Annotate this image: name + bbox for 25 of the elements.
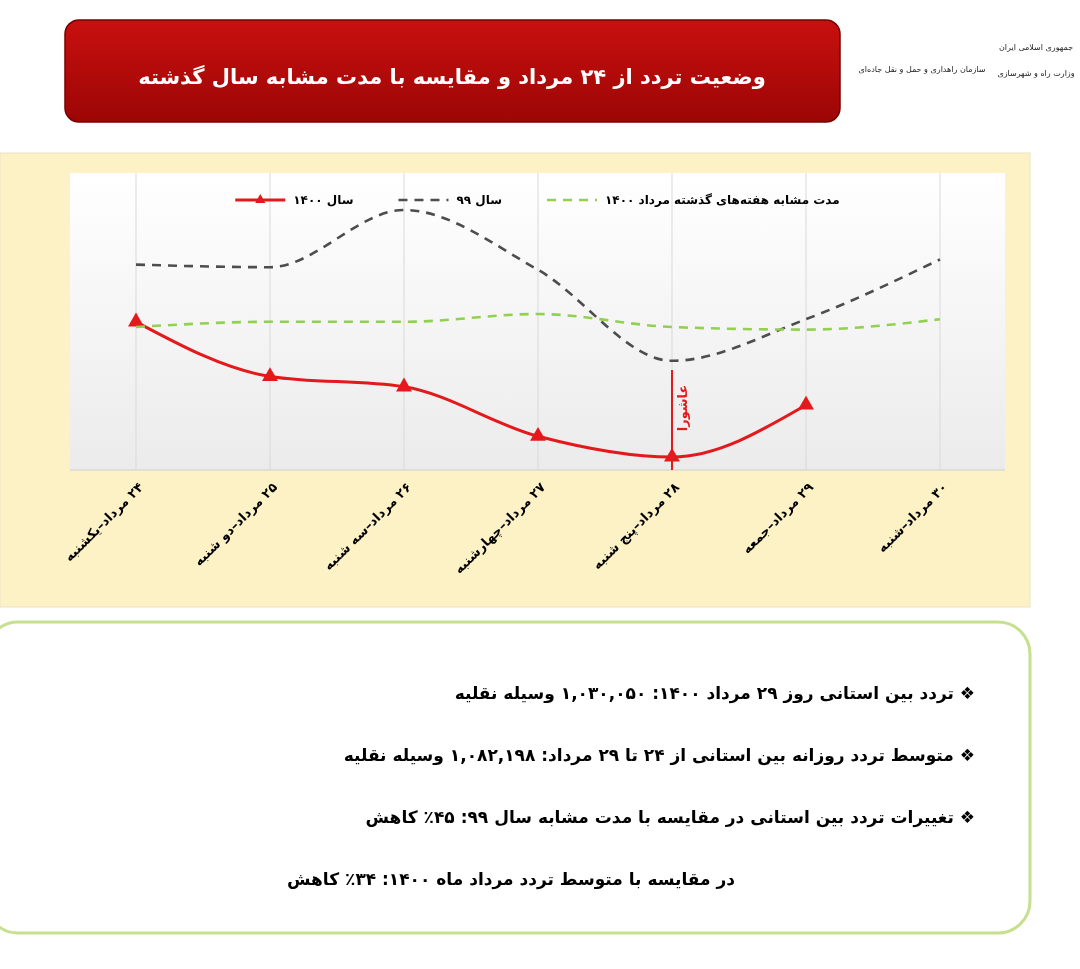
text: در مقایسه با متوسط تردد مرداد ماه ۱۴۰۰: ۳۴٪ کاهش [286, 869, 736, 890]
x-tick-label: ۲۹ مرداد–جمعه [738, 479, 817, 557]
x-tick-label: ۲۵ مرداد–دو شنبه [190, 479, 281, 569]
point [396, 377, 412, 392]
text: وزارت راه و شهرسازی [997, 69, 1075, 78]
point [530, 427, 546, 441]
x-tick-label: ۲۴ مرداد–یکشنبه [61, 479, 147, 565]
text: جمهوری اسلامی ایران [998, 43, 1074, 52]
x-tick-label: ۲۸ مرداد–پنج شنبه [589, 479, 683, 573]
chart-title: وضعیت تردد از ۲۴ مرداد و مقایسه با مدت مشابه سال گذشته [138, 64, 766, 89]
x-tick-label: ۲۶ مرداد–سه شنبه [320, 479, 415, 574]
point [128, 312, 144, 327]
point [262, 367, 278, 381]
x-tick-label: ۲۷ مرداد–چهارشنبه [450, 479, 549, 577]
text: ❖ تغییرات تردد بین استانی در مقایسه با مدت مشابه سال ۹۹: ۴۵٪ کاهش [365, 807, 975, 828]
x-tick-label: ۳۰ مرداد–شنبه [874, 479, 951, 556]
legend-label: مدت مشابه هفته‌های گذشته مرداد ۱۴۰۰ [605, 193, 840, 207]
ref-line-label: عاشورا [675, 384, 690, 432]
text: سازمان راهداری و حمل و نقل جاده‌ای [858, 65, 986, 74]
point [664, 447, 680, 462]
legend-label: سال ۹۹ [456, 193, 503, 207]
text: ❖ تردد بین استانی روز ۲۹ مرداد ۱۴۰۰: ۱,۰۳۰,۰۵۰ وسیله نقلیه [454, 683, 975, 704]
point [798, 395, 814, 410]
text: ❖ متوسط تردد روزانه بین استانی از ۲۴ تا ۲۹ مرداد: ۱,۰۸۲,۱۹۸ وسیله نقلیه [343, 745, 975, 766]
legend-label: سال ۱۴۰۰ [293, 193, 354, 207]
